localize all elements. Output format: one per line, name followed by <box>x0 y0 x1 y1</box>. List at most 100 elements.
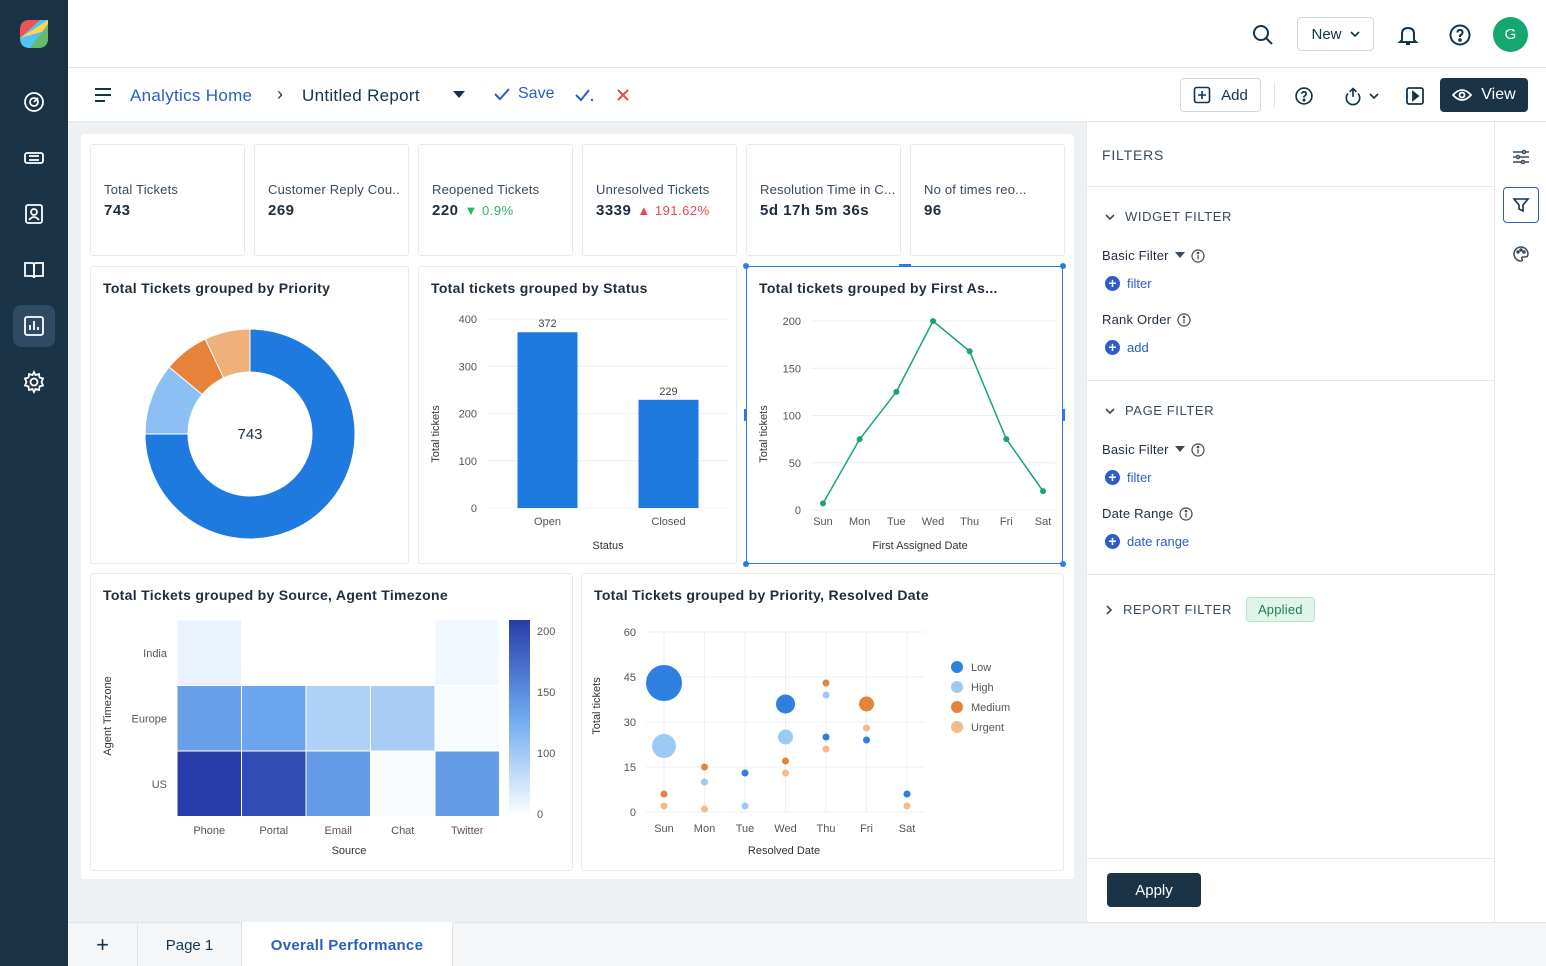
bar <box>638 399 699 508</box>
contacts-icon[interactable] <box>13 193 55 235</box>
app-logo-icon[interactable] <box>13 13 55 55</box>
scatter-point <box>701 763 708 771</box>
filters-footer: Apply <box>1087 858 1495 922</box>
kpi-value: 3339 ▲ 191.62% <box>596 202 710 219</box>
line-chart: 0 50 100 150 200 Sun Mon Tue Wed Thu Fri Sat First A… <box>758 316 1055 552</box>
notification-bell-icon[interactable] <box>1393 20 1423 50</box>
cancel-close-icon[interactable] <box>614 86 632 104</box>
kpi-value: 96 <box>924 202 942 219</box>
widget-source-timezone-heatmap[interactable]: Total Tickets grouped by Source, Agent T… <box>90 573 573 871</box>
info-icon[interactable] <box>1179 506 1193 521</box>
resize-handle[interactable] <box>1060 263 1066 269</box>
resize-handle[interactable] <box>899 264 911 267</box>
page-filter-section: PAGE FILTER Basic Filter + filter Date R… <box>1087 381 1495 575</box>
add-page-filter-link[interactable]: + filter <box>1105 470 1152 485</box>
tab-overall-performance[interactable]: Overall Performance <box>242 922 453 966</box>
add-date-range-link[interactable]: + date range <box>1105 534 1189 549</box>
x-tick-label: Sun <box>654 823 674 835</box>
info-icon[interactable] <box>1191 248 1205 263</box>
left-sidebar <box>0 0 68 966</box>
dashboard-icon[interactable] <box>13 81 55 123</box>
y-tick-label: US <box>152 779 167 791</box>
page-basic-filter-dropdown[interactable]: Basic Filter <box>1102 442 1205 457</box>
view-button[interactable]: View <box>1440 78 1528 112</box>
heatmap-cell <box>371 686 435 751</box>
apply-button[interactable]: Apply <box>1107 873 1201 907</box>
filter-funnel-icon[interactable] <box>1503 187 1539 223</box>
report-help-icon[interactable] <box>1293 85 1315 107</box>
info-icon[interactable] <box>1191 442 1205 457</box>
resize-handle[interactable] <box>1060 561 1066 567</box>
scatter-point <box>776 694 795 714</box>
resize-handle[interactable] <box>1062 409 1065 421</box>
x-tick-label: Fri <box>1000 516 1013 528</box>
help-icon[interactable] <box>1445 20 1475 50</box>
x-axis-label: Source <box>332 845 367 857</box>
menu-hamburger-icon[interactable] <box>92 85 114 105</box>
scatter-point <box>822 679 830 687</box>
palette-icon[interactable] <box>1510 243 1532 265</box>
export-dropdown-button[interactable] <box>1340 85 1382 107</box>
x-tick-label: Open <box>534 516 561 528</box>
y-tick-label: 200 <box>459 409 477 421</box>
widget-filter-toggle[interactable]: WIDGET FILTER <box>1105 209 1232 224</box>
add-widget-filter-link[interactable]: + filter <box>1105 276 1152 291</box>
plus-circle-icon: + <box>1105 340 1120 355</box>
report-filter-section: REPORT FILTER Applied <box>1087 575 1495 635</box>
info-icon[interactable] <box>1177 312 1191 327</box>
scatter-point <box>822 733 830 741</box>
bar <box>517 332 578 508</box>
page-filter-toggle[interactable]: PAGE FILTER <box>1105 403 1214 418</box>
report-title[interactable]: Untitled Report <box>302 86 420 105</box>
resize-handle[interactable] <box>743 263 749 269</box>
y-tick-label: 30 <box>624 717 636 729</box>
basic-filter-dropdown[interactable]: Basic Filter <box>1102 248 1205 263</box>
scale-tick-label: 200 <box>537 626 555 638</box>
heatmap-cell <box>435 620 499 685</box>
sliders-settings-icon[interactable] <box>1510 146 1532 168</box>
kpi-card-reopened-tickets[interactable]: Reopened Tickets 220 ▼ 0.9% <box>418 144 573 256</box>
kpi-card-times-reopened[interactable]: No of times reo... 96 <box>910 144 1065 256</box>
save-as-icon[interactable] <box>574 86 596 104</box>
add-rank-order-link[interactable]: + add <box>1105 340 1149 355</box>
widget-status-bar[interactable]: Total tickets grouped by Status 0 100 200 3… <box>418 266 737 564</box>
heatmap-cell <box>306 686 370 751</box>
settings-gear-icon[interactable] <box>13 361 55 403</box>
tickets-icon[interactable] <box>13 137 55 179</box>
user-avatar[interactable]: G <box>1493 17 1528 52</box>
kpi-card-customer-reply[interactable]: Customer Reply Cou.. 269 <box>254 144 409 256</box>
y-tick-label: 50 <box>789 458 801 470</box>
widget-first-assigned-line[interactable]: Total tickets grouped by First As... 0 50… <box>743 263 1066 567</box>
analytics-icon[interactable] <box>13 305 55 347</box>
resize-handle[interactable] <box>744 409 747 421</box>
tab-page-1[interactable]: Page 1 <box>138 923 242 966</box>
add-widget-button[interactable]: Add <box>1180 78 1261 112</box>
legend-label: Urgent <box>971 722 1004 734</box>
widget-priority-donut[interactable]: Total Tickets grouped by Priority 743 <box>90 266 409 564</box>
kpi-card-resolution-time[interactable]: Resolution Time in C... 5d 17h 5m 36s <box>746 144 901 256</box>
x-tick-label: Email <box>324 825 352 837</box>
new-dropdown-button[interactable]: New <box>1297 17 1374 51</box>
knowledge-base-icon[interactable] <box>13 249 55 291</box>
widget-priority-resolved-scatter[interactable]: Total Tickets grouped by Priority, Resol… <box>581 573 1064 871</box>
kpi-card-total-tickets[interactable]: Total Tickets 743 <box>90 144 245 256</box>
kpi-card-unresolved-tickets[interactable]: Unresolved Tickets 3339 ▲ 191.62% <box>582 144 737 256</box>
search-icon[interactable] <box>1248 20 1278 50</box>
report-filter-toggle[interactable]: REPORT FILTER Applied <box>1105 597 1315 622</box>
present-play-icon[interactable] <box>1404 85 1426 107</box>
breadcrumb-analytics-home[interactable]: Analytics Home <box>130 86 253 105</box>
new-label: New <box>1311 25 1342 43</box>
kpi-label: Unresolved Tickets <box>596 182 710 197</box>
save-label: Save <box>518 85 555 102</box>
scatter-point <box>903 790 911 798</box>
title-dropdown-icon[interactable] <box>451 88 467 102</box>
add-page-tab-button[interactable]: + <box>68 923 138 966</box>
x-tick-label: Thu <box>817 823 836 835</box>
scatter-point <box>863 724 870 732</box>
color-scale-bar <box>509 620 530 816</box>
legend-label: Low <box>971 662 991 674</box>
y-axis-label: Total tickets <box>591 677 603 735</box>
save-button[interactable]: Save <box>494 85 554 103</box>
x-tick-label: Wed <box>922 516 944 528</box>
resize-handle[interactable] <box>743 561 749 567</box>
